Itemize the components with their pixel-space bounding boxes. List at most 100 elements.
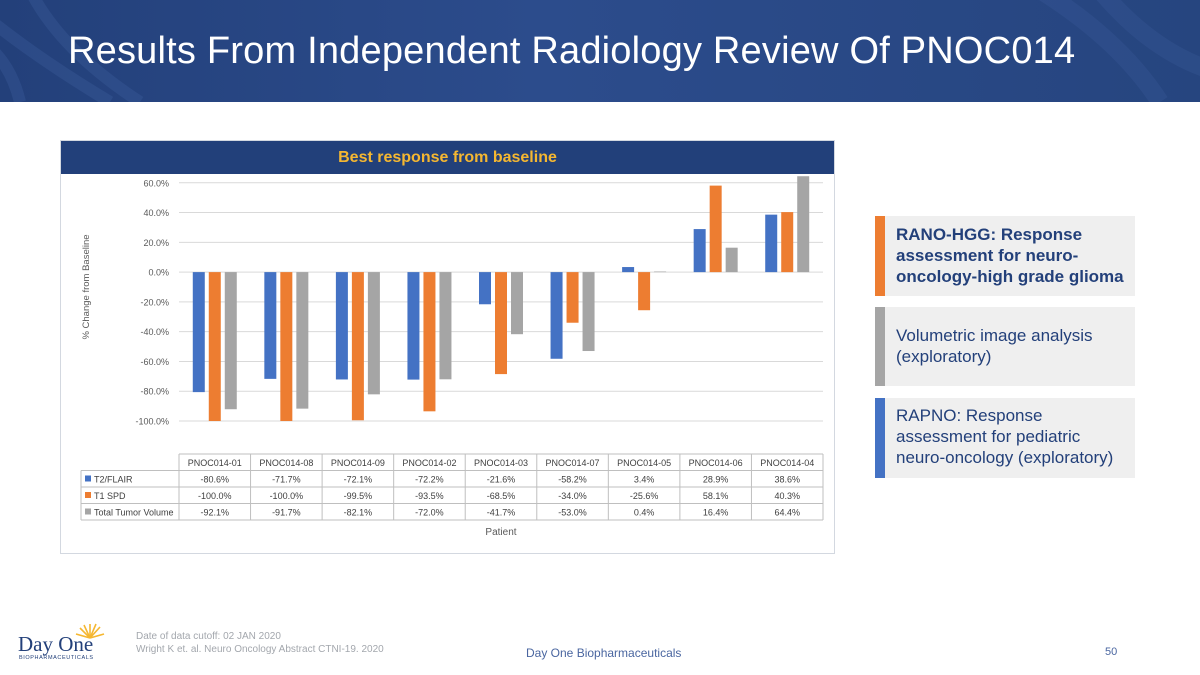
data-label: 3.4% xyxy=(634,475,655,485)
legend-label: Total Tumor Volume xyxy=(94,508,174,518)
data-label: -92.1% xyxy=(201,508,230,518)
card-accent-bar xyxy=(875,307,885,386)
x-tick-label: PNOC014-03 xyxy=(474,458,528,468)
bar-total-tumor-volume xyxy=(367,272,380,395)
x-tick-label: PNOC014-04 xyxy=(760,458,814,468)
bar-total-tumor-volume xyxy=(511,272,523,335)
bar-total-tumor-volume xyxy=(296,272,309,409)
card-accent-bar xyxy=(875,216,885,296)
data-label: -41.7% xyxy=(487,508,516,518)
data-label: -25.6% xyxy=(630,491,659,501)
bar-t2-flair xyxy=(765,214,778,273)
volumetric-text: Volumetric image analysis (exploratory) xyxy=(896,326,1093,366)
x-tick-label: PNOC014-01 xyxy=(188,458,242,468)
bar-t1-spd xyxy=(423,272,436,412)
data-label: 28.9% xyxy=(703,475,729,485)
bar-t1-spd xyxy=(709,185,722,273)
data-label: 40.3% xyxy=(774,491,800,501)
card-accent-bar xyxy=(875,398,885,478)
data-label: -100.0% xyxy=(198,491,232,501)
y-tick-label: -60.0% xyxy=(140,357,169,367)
y-tick-label: 60.0% xyxy=(143,178,169,188)
x-tick-label: PNOC014-08 xyxy=(259,458,313,468)
bar-total-tumor-volume xyxy=(582,272,595,352)
data-label: -93.5% xyxy=(415,491,444,501)
logo-wordmark: Day One xyxy=(18,632,94,656)
bar-t1-spd xyxy=(781,212,794,273)
bar-t2-flair xyxy=(479,272,491,305)
data-label: -34.0% xyxy=(558,491,587,501)
y-tick-label: 40.0% xyxy=(143,208,169,218)
x-tick-label: PNOC014-05 xyxy=(617,458,671,468)
bar-t2-flair xyxy=(407,272,420,380)
bar-t2-flair xyxy=(550,272,563,359)
chart-title: Best response from baseline xyxy=(338,149,557,166)
chart-panel: Best response from baseline 80.0%60.0%40… xyxy=(60,140,835,554)
rano-hgg-card: RANO-HGG: Response assessment for neuro-… xyxy=(875,216,1135,296)
y-tick-label: -100.0% xyxy=(135,417,169,427)
y-tick-label: 0.0% xyxy=(148,268,169,278)
data-label: -91.7% xyxy=(272,508,301,518)
data-label: 16.4% xyxy=(703,508,729,518)
day-one-logo: Day One BIOPHARMACEUTICALS xyxy=(18,620,108,665)
data-label: -58.2% xyxy=(558,475,587,485)
logo-subtitle: BIOPHARMACEUTICALS xyxy=(19,655,94,661)
rapno-card: RAPNO: Response assessment for pediatric… xyxy=(875,398,1135,478)
data-label: -80.6% xyxy=(201,475,230,485)
bar-t2-flair xyxy=(693,229,706,273)
reference-note: Wright K et. al. Neuro Oncology Abstract… xyxy=(136,644,384,655)
bar-t1-spd xyxy=(566,272,579,323)
x-tick-label: PNOC014-02 xyxy=(402,458,456,468)
data-label: -99.5% xyxy=(344,491,373,501)
data-label: -71.7% xyxy=(272,475,301,485)
bar-t2-flair xyxy=(264,272,277,379)
header-decoration xyxy=(0,0,1200,102)
data-label: -21.6% xyxy=(487,475,516,485)
bar-t1-spd xyxy=(280,272,293,421)
data-label: -72.0% xyxy=(415,508,444,518)
bar-total-tumor-volume xyxy=(439,272,452,380)
data-cutoff-note: Date of data cutoff: 02 JAN 2020 xyxy=(136,631,281,642)
y-axis-label: % Change from Baseline xyxy=(81,234,92,339)
bar-t1-spd xyxy=(638,272,651,311)
bar-total-tumor-volume xyxy=(654,271,667,273)
data-label: 0.4% xyxy=(634,508,655,518)
bar-t2-flair xyxy=(192,272,205,393)
slide-title: Results From Independent Radiology Revie… xyxy=(68,30,1076,72)
rapno-text: RAPNO: Response assessment for pediatric… xyxy=(896,406,1114,467)
data-label: -53.0% xyxy=(558,508,587,518)
bar-total-tumor-volume xyxy=(797,176,810,273)
data-label: 58.1% xyxy=(703,491,729,501)
page-number: 50 xyxy=(1105,646,1118,658)
slide-header: Results From Independent Radiology Revie… xyxy=(0,0,1200,102)
legend-swatch xyxy=(85,475,91,482)
data-label: -72.1% xyxy=(344,475,373,485)
x-tick-label: PNOC014-06 xyxy=(689,458,743,468)
legend-label: T2/FLAIR xyxy=(94,475,133,485)
company-footer: Day One Biopharmaceuticals xyxy=(526,646,682,660)
volumetric-card: Volumetric image analysis (exploratory) xyxy=(875,307,1135,386)
bar-t1-spd xyxy=(495,272,507,375)
bar-t2-flair xyxy=(622,267,635,273)
rano-hgg-text: RANO-HGG: Response assessment for neuro-… xyxy=(896,225,1124,286)
x-axis-label: Patient xyxy=(485,527,516,538)
data-label: -82.1% xyxy=(344,508,373,518)
bar-t2-flair xyxy=(335,272,348,380)
x-tick-label: PNOC014-09 xyxy=(331,458,385,468)
chart-plot: 80.0%60.0%40.0%20.0%0.0%-20.0%-40.0%-60.… xyxy=(80,176,824,538)
bar-t1-spd xyxy=(351,272,364,421)
y-tick-label: 20.0% xyxy=(143,238,169,248)
legend-swatch xyxy=(85,492,91,498)
x-tick-label: PNOC014-07 xyxy=(546,458,600,468)
data-label: 38.6% xyxy=(774,475,800,485)
y-tick-label: -40.0% xyxy=(140,327,169,337)
y-tick-label: -80.0% xyxy=(140,387,169,397)
chart-header-bar: Best response from baseline xyxy=(61,141,834,174)
data-label: -68.5% xyxy=(487,491,516,501)
y-tick-label: -20.0% xyxy=(140,297,169,307)
bar-total-tumor-volume xyxy=(224,272,237,410)
data-label: -100.0% xyxy=(270,491,304,501)
bar-t1-spd xyxy=(208,272,221,421)
data-label: 64.4% xyxy=(774,508,800,518)
legend-swatch xyxy=(85,508,91,515)
